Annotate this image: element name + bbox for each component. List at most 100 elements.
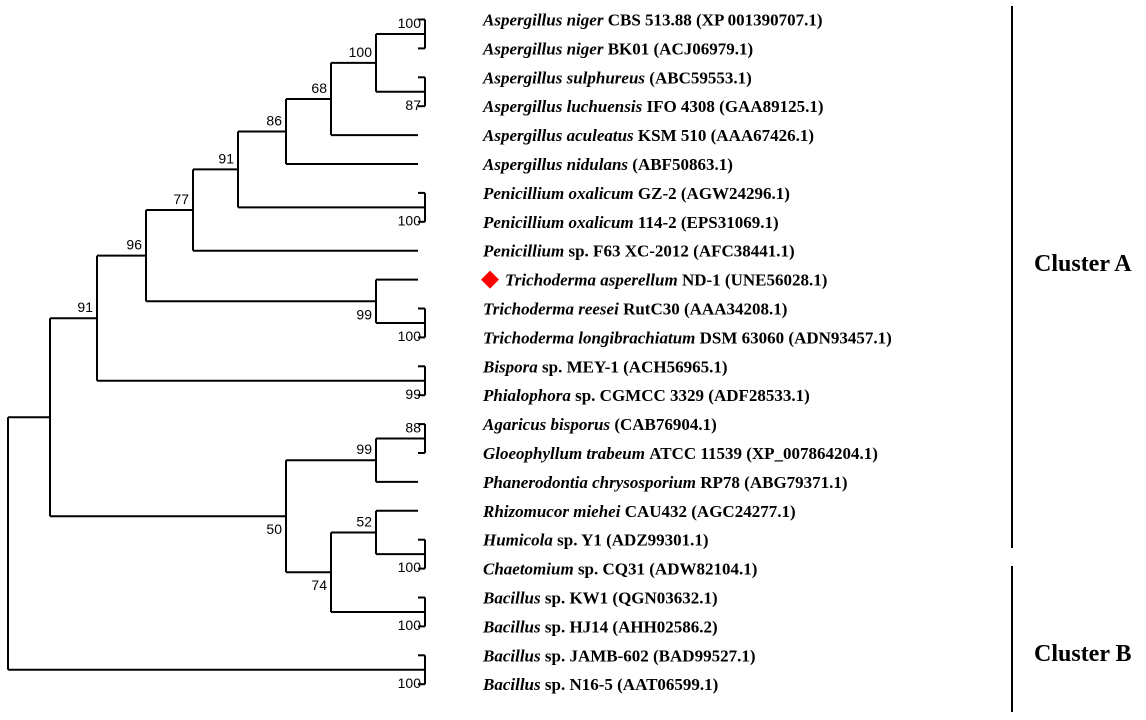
taxon-label: Bacillus sp. HJ14 (AHH02586.2) [482, 617, 718, 636]
bootstrap-value: 91 [77, 299, 93, 315]
strain-accession: RP78 (ABG79371.1) [696, 473, 848, 492]
strain-accession: (CAB76904.1) [610, 415, 717, 434]
cluster-label: Cluster B [1034, 641, 1132, 667]
species-name: Gloeophyllum trabeum [483, 444, 645, 463]
species-name: Chaetomium [483, 560, 574, 579]
bootstrap-value: 100 [398, 617, 422, 633]
bootstrap-value: 96 [126, 237, 142, 253]
strain-accession: RutC30 (AAA34208.1) [619, 300, 788, 319]
taxon-label: Bacillus sp. N16-5 (AAT06599.1) [482, 675, 718, 694]
taxon-label: Agaricus bisporus (CAB76904.1) [482, 415, 717, 434]
taxon-label: Penicillium sp. F63 XC-2012 (AFC38441.1) [482, 242, 795, 261]
cluster-annotations: Cluster A Cluster B [1011, 6, 1132, 712]
cluster-label: Cluster A [1034, 251, 1132, 277]
taxon-label: Penicillium oxalicum 114-2 (EPS31069.1) [482, 213, 779, 232]
taxon-label: Chaetomium sp. CQ31 (ADW82104.1) [483, 560, 757, 579]
bootstrap-value: 99 [405, 386, 421, 402]
taxon-label: Bacillus sp. KW1 (QGN03632.1) [482, 589, 718, 608]
bootstrap-value: 99 [356, 306, 372, 322]
species-name: Agaricus bisporus [482, 415, 610, 434]
species-name: Penicillium [482, 242, 564, 261]
strain-accession: BK01 (ACJ06979.1) [603, 39, 753, 58]
taxon-label: Phanerodontia chrysosporium RP78 (ABG793… [482, 473, 848, 492]
taxon-label: Trichoderma longibrachiatum DSM 63060 (A… [483, 328, 892, 347]
species-name: Aspergillus niger [482, 39, 604, 58]
species-name: Penicillium oxalicum [482, 184, 634, 203]
species-name: Bacillus [482, 675, 541, 694]
species-name: Penicillium oxalicum [482, 213, 634, 232]
strain-accession: 114-2 (EPS31069.1) [634, 213, 779, 232]
strain-accession: KSM 510 (AAA67426.1) [634, 126, 814, 145]
taxon-label: Bispora sp. MEY-1 (ACH56965.1) [482, 357, 727, 376]
bootstrap-value: 68 [311, 80, 327, 96]
bootstrap-value: 50 [266, 521, 282, 537]
bootstrap-value: 100 [398, 559, 422, 575]
strain-accession: IFO 4308 (GAA89125.1) [642, 97, 823, 116]
taxon-label: Aspergillus aculeatus KSM 510 (AAA67426.… [482, 126, 814, 145]
bootstrap-value: 88 [405, 420, 421, 436]
tree-branches [7, 18, 426, 686]
taxon-label: Gloeophyllum trabeum ATCC 11539 (XP_0078… [483, 444, 878, 463]
taxon-label: Aspergillus niger CBS 513.88 (XP 0013907… [482, 11, 823, 30]
bootstrap-value: 100 [349, 44, 373, 60]
species-name: Bacillus [482, 589, 541, 608]
bootstrap-value: 100 [398, 212, 422, 228]
taxon-label: Aspergillus niger BK01 (ACJ06979.1) [482, 39, 753, 58]
species-name: Rhizomucor miehei [482, 502, 621, 521]
taxon-label: Trichoderma asperellum ND-1 (UNE56028.1) [505, 271, 827, 290]
species-name: Bacillus [482, 617, 541, 636]
bootstrap-values: 100 100 87 68 86 100 91 77 100 99 96 99 91 88 99 52 100 1… [77, 15, 421, 691]
species-name: Trichoderma longibrachiatum [483, 328, 695, 347]
taxon-label: Bacillus sp. JAMB-602 (BAD99527.1) [482, 646, 755, 665]
strain-accession: sp. MEY-1 (ACH56965.1) [538, 357, 728, 376]
species-name: Phanerodontia chrysosporium [482, 473, 696, 492]
species-name: Aspergillus luchuensis [482, 97, 643, 116]
species-name: Bacillus [482, 646, 541, 665]
taxon-labels: Aspergillus niger CBS 513.88 (XP 0013907… [481, 11, 892, 694]
bootstrap-value: 87 [405, 97, 421, 113]
strain-accession: (ABF50863.1) [628, 155, 733, 174]
species-name: Aspergillus nidulans [482, 155, 628, 174]
strain-accession: sp. CQ31 (ADW82104.1) [574, 560, 758, 579]
bootstrap-value: 99 [356, 441, 372, 457]
strain-accession: GZ-2 (AGW24296.1) [634, 184, 790, 203]
strain-accession: sp. JAMB-602 (BAD99527.1) [541, 646, 756, 665]
strain-accession: sp. KW1 (QGN03632.1) [541, 589, 718, 608]
taxon-label: Aspergillus sulphureus (ABC59553.1) [482, 68, 752, 87]
bootstrap-value: 100 [398, 675, 422, 691]
red-diamond-icon [481, 270, 499, 289]
bootstrap-value: 74 [311, 577, 327, 593]
taxon-label: Humicola sp. Y1 (ADZ99301.1) [482, 531, 709, 550]
species-name: Phialophora [482, 386, 571, 405]
species-name: Aspergillus sulphureus [482, 68, 645, 87]
species-name: Trichoderma reesei [483, 300, 619, 319]
strain-accession: ND-1 (UNE56028.1) [678, 271, 828, 290]
species-name: Humicola [482, 531, 553, 550]
strain-accession: CBS 513.88 (XP 001390707.1) [603, 11, 822, 30]
bootstrap-value: 52 [356, 513, 372, 529]
strain-accession: ATCC 11539 (XP_007864204.1) [645, 444, 878, 463]
strain-accession: (ABC59553.1) [645, 68, 752, 87]
taxon-label: Aspergillus nidulans (ABF50863.1) [482, 155, 733, 174]
strain-accession: sp. CGMCC 3329 (ADF28533.1) [571, 386, 810, 405]
species-name: Trichoderma asperellum [505, 271, 678, 290]
taxon-label: Rhizomucor miehei CAU432 (AGC24277.1) [482, 502, 796, 521]
species-name: Aspergillus aculeatus [482, 126, 634, 145]
strain-accession: CAU432 (AGC24277.1) [620, 502, 795, 521]
bootstrap-value: 100 [398, 328, 422, 344]
strain-accession: DSM 63060 (ADN93457.1) [695, 328, 891, 347]
bootstrap-value: 100 [398, 15, 422, 31]
bootstrap-value: 91 [218, 150, 234, 166]
strain-accession: sp. N16-5 (AAT06599.1) [541, 675, 719, 694]
strain-accession: sp. F63 XC-2012 (AFC38441.1) [564, 242, 794, 261]
strain-accession: sp. Y1 (ADZ99301.1) [553, 531, 709, 550]
strain-accession: sp. HJ14 (AHH02586.2) [541, 617, 718, 636]
species-name: Aspergillus niger [482, 11, 604, 30]
bootstrap-value: 86 [266, 112, 282, 128]
taxon-label: Phialophora sp. CGMCC 3329 (ADF28533.1) [482, 386, 810, 405]
taxon-label: Trichoderma reesei RutC30 (AAA34208.1) [483, 300, 787, 319]
taxon-label: Aspergillus luchuensis IFO 4308 (GAA8912… [482, 97, 824, 116]
bootstrap-value: 77 [173, 191, 189, 207]
taxon-label: Penicillium oxalicum GZ-2 (AGW24296.1) [482, 184, 790, 203]
